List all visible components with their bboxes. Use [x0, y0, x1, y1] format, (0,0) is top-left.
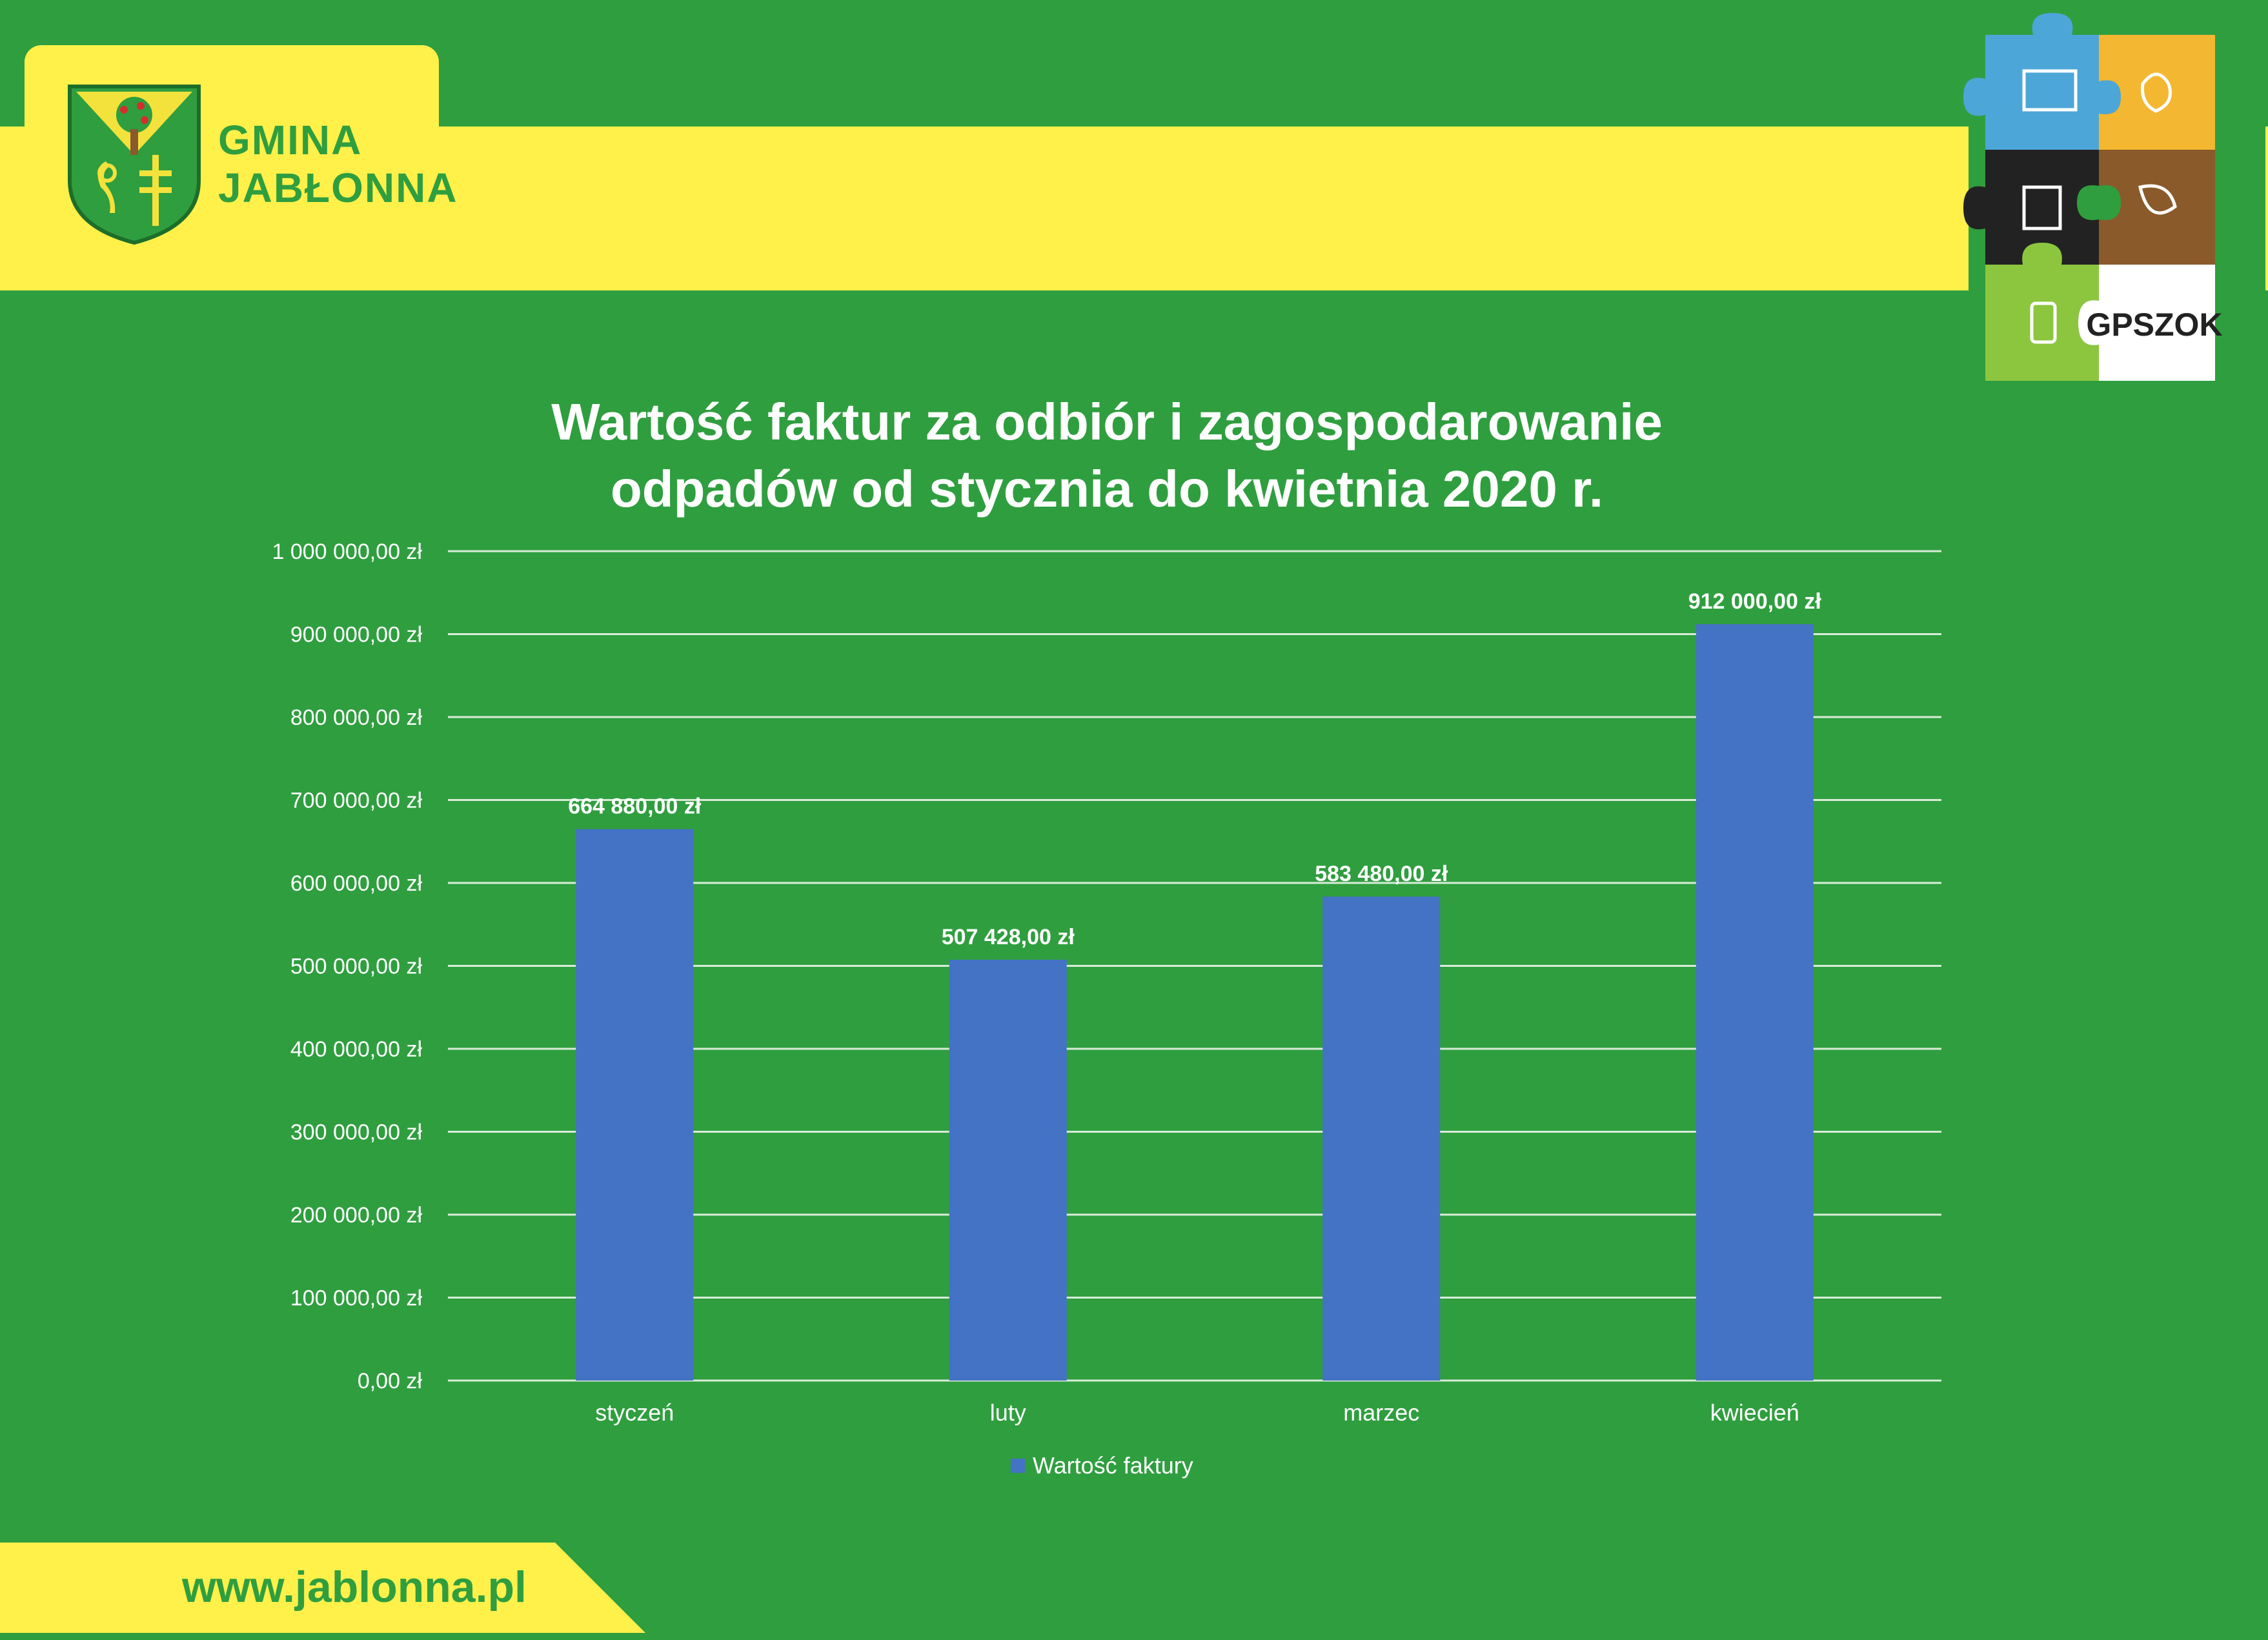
x-tick-label: kwiecień: [1710, 1399, 1799, 1426]
x-tick-label: luty: [990, 1399, 1026, 1426]
y-tick-label: 0,00 zł: [358, 1369, 423, 1393]
coat-of-arms-icon: [68, 85, 201, 245]
logo-line2: JABŁONNA: [218, 165, 458, 211]
data-label: 583 480,00 zł: [1315, 862, 1448, 886]
chart-title: Wartość faktur za odbiór i zagospodarowa…: [323, 389, 1891, 523]
legend-swatch: [1011, 1459, 1025, 1473]
gpszok-label: GPSZOK: [2086, 307, 2222, 343]
y-tick-label: 600 000,00 zł: [290, 871, 423, 896]
chart-legend: Wartość faktury: [1011, 1452, 1193, 1479]
data-label: 664 880,00 zł: [568, 795, 702, 819]
bar: [1322, 896, 1441, 1381]
y-tick-label: 100 000,00 zł: [290, 1286, 423, 1311]
data-label: 912 000,00 zł: [1688, 589, 1822, 614]
y-tick-label: 300 000,00 zł: [290, 1120, 423, 1145]
bar: [576, 829, 694, 1381]
chart-title-line1: Wartość faktur za odbiór i zagospodarowa…: [551, 393, 1663, 450]
footer-band: [0, 1543, 645, 1633]
y-tick-label: 800 000,00 zł: [290, 705, 423, 730]
bar: [1696, 624, 1814, 1381]
y-tick-label: 700 000,00 zł: [290, 789, 423, 813]
x-tick-label: marzec: [1343, 1399, 1419, 1426]
y-tick-label: 200 000,00 zł: [290, 1203, 423, 1228]
chart-title-line2: odpadów od stycznia do kwietnia 2020 r.: [610, 460, 1604, 518]
legend-label: Wartość faktury: [1033, 1452, 1193, 1479]
y-tick-label: 400 000,00 zł: [290, 1037, 423, 1062]
data-label: 507 428,00 zł: [942, 925, 1075, 949]
x-tick-label: styczeń: [595, 1399, 674, 1426]
footer-url-link[interactable]: www.jablonna.pl: [182, 1563, 527, 1612]
y-tick-label: 500 000,00 zł: [290, 955, 423, 979]
y-tick-label: 1 000 000,00 zł: [272, 540, 422, 564]
y-tick-label: 900 000,00 zł: [290, 623, 423, 647]
bar: [949, 959, 1067, 1381]
logo-text: GMINA JABŁONNA: [218, 116, 458, 212]
logo-line1: GMINA: [218, 117, 363, 163]
gpszok-puzzle-logo: GPSZOK: [1963, 0, 2265, 400]
